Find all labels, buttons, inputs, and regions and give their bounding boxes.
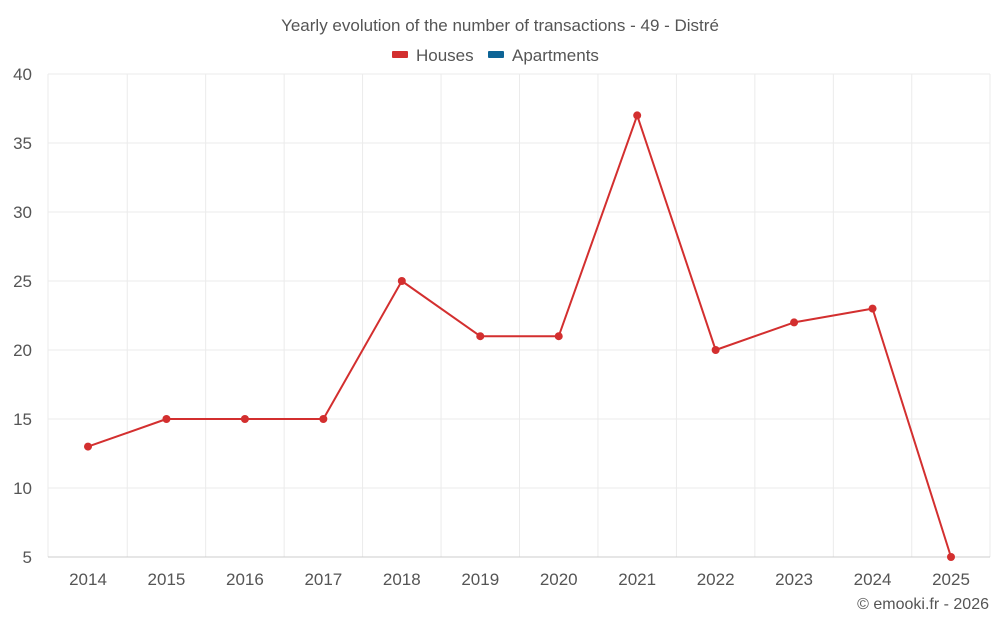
x-tick-label: 2021 xyxy=(618,570,656,589)
x-tick-label: 2025 xyxy=(932,570,970,589)
x-tick-label: 2023 xyxy=(775,570,813,589)
legend-item-houses[interactable]: Houses xyxy=(392,46,474,65)
y-tick-label: 30 xyxy=(13,203,32,222)
legend-swatch-houses xyxy=(392,51,408,58)
legend-item-apartments[interactable]: Apartments xyxy=(488,46,599,65)
data-point-houses[interactable] xyxy=(711,346,720,354)
data-point-houses[interactable] xyxy=(947,553,955,561)
data-point-houses[interactable] xyxy=(162,415,171,423)
series-houses xyxy=(84,111,955,561)
chart-title: Yearly evolution of the number of transa… xyxy=(281,16,719,35)
x-axis-ticks: 2014 2015 2016 2017 2018 2019 2020 2021 2022 2023… xyxy=(69,570,970,589)
x-tick-label: 2016 xyxy=(226,570,264,589)
credit-text: © emooki.fr - 2026 xyxy=(857,596,989,613)
data-point-houses[interactable] xyxy=(633,111,642,120)
y-tick-label: 35 xyxy=(13,134,32,153)
x-tick-label: 2014 xyxy=(69,570,107,589)
y-tick-label: 25 xyxy=(13,272,32,291)
y-axis-ticks: 5 10 15 20 25 30 35 40 xyxy=(13,65,32,567)
data-point-houses[interactable] xyxy=(319,415,328,423)
x-tick-label: 2015 xyxy=(148,570,186,589)
data-point-houses[interactable] xyxy=(476,332,485,341)
y-tick-label: 5 xyxy=(23,548,32,567)
data-point-houses[interactable] xyxy=(868,304,877,313)
legend-swatch-apartments xyxy=(488,51,504,58)
data-point-houses[interactable] xyxy=(84,442,92,451)
y-tick-label: 40 xyxy=(13,65,32,84)
y-tick-label: 15 xyxy=(13,410,32,429)
series-line-houses xyxy=(87,114,952,558)
x-tick-label: 2024 xyxy=(854,570,892,589)
legend[interactable]: Houses Apartments xyxy=(392,46,599,65)
data-point-houses[interactable] xyxy=(397,277,406,285)
data-point-houses[interactable] xyxy=(240,415,249,423)
data-point-houses[interactable] xyxy=(554,332,563,341)
x-tick-label: 2018 xyxy=(383,570,421,589)
legend-label-apartments: Apartments xyxy=(512,46,599,65)
legend-label-houses: Houses xyxy=(416,46,474,65)
data-point-houses[interactable] xyxy=(790,318,799,327)
x-tick-label: 2020 xyxy=(540,570,578,589)
y-tick-label: 20 xyxy=(13,341,32,360)
x-gridlines xyxy=(47,74,991,557)
x-tick-label: 2022 xyxy=(697,570,735,589)
x-tick-label: 2019 xyxy=(461,570,499,589)
x-tick-label: 2017 xyxy=(304,570,342,589)
y-tick-label: 10 xyxy=(13,479,32,498)
